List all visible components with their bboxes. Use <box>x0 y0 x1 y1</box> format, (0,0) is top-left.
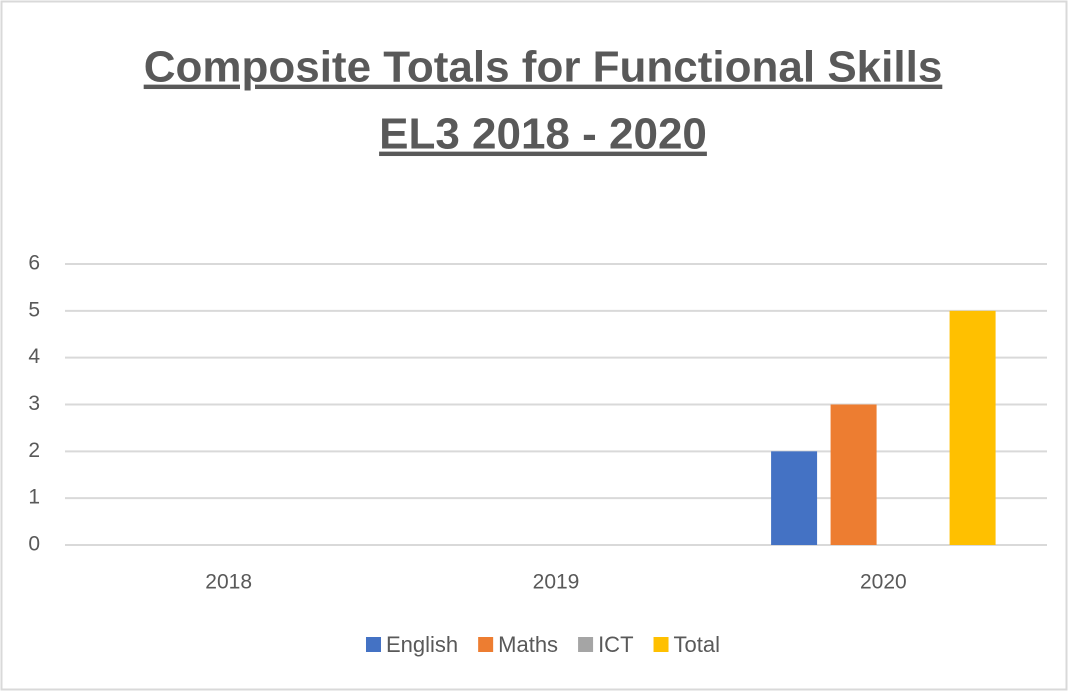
chart-title: EL3 2018 - 2020 <box>379 110 707 159</box>
bar <box>949 310 996 545</box>
legend-swatch <box>478 637 494 652</box>
x-tick-label: 2018 <box>205 571 252 594</box>
legend-label: Total <box>674 632 720 657</box>
y-tick-label: 3 <box>28 392 40 415</box>
x-tick-label: 2019 <box>533 571 580 594</box>
y-tick-label: 6 <box>28 252 40 275</box>
y-tick-label: 1 <box>28 486 40 509</box>
legend-label: ICT <box>598 632 633 657</box>
legend-swatch <box>653 637 669 652</box>
legend-swatch <box>365 637 381 652</box>
bar <box>771 451 818 545</box>
bar <box>830 404 877 545</box>
y-tick-label: 2 <box>28 439 40 462</box>
x-tick-label: 2020 <box>860 571 907 594</box>
y-tick-label: 5 <box>28 298 40 321</box>
y-tick-label: 4 <box>28 345 40 368</box>
legend-label: English <box>386 632 458 657</box>
chart-title: Composite Totals for Functional Skills <box>144 43 943 92</box>
legend-label: Maths <box>498 632 558 657</box>
legend-swatch <box>578 637 594 652</box>
y-tick-label: 0 <box>28 533 40 556</box>
